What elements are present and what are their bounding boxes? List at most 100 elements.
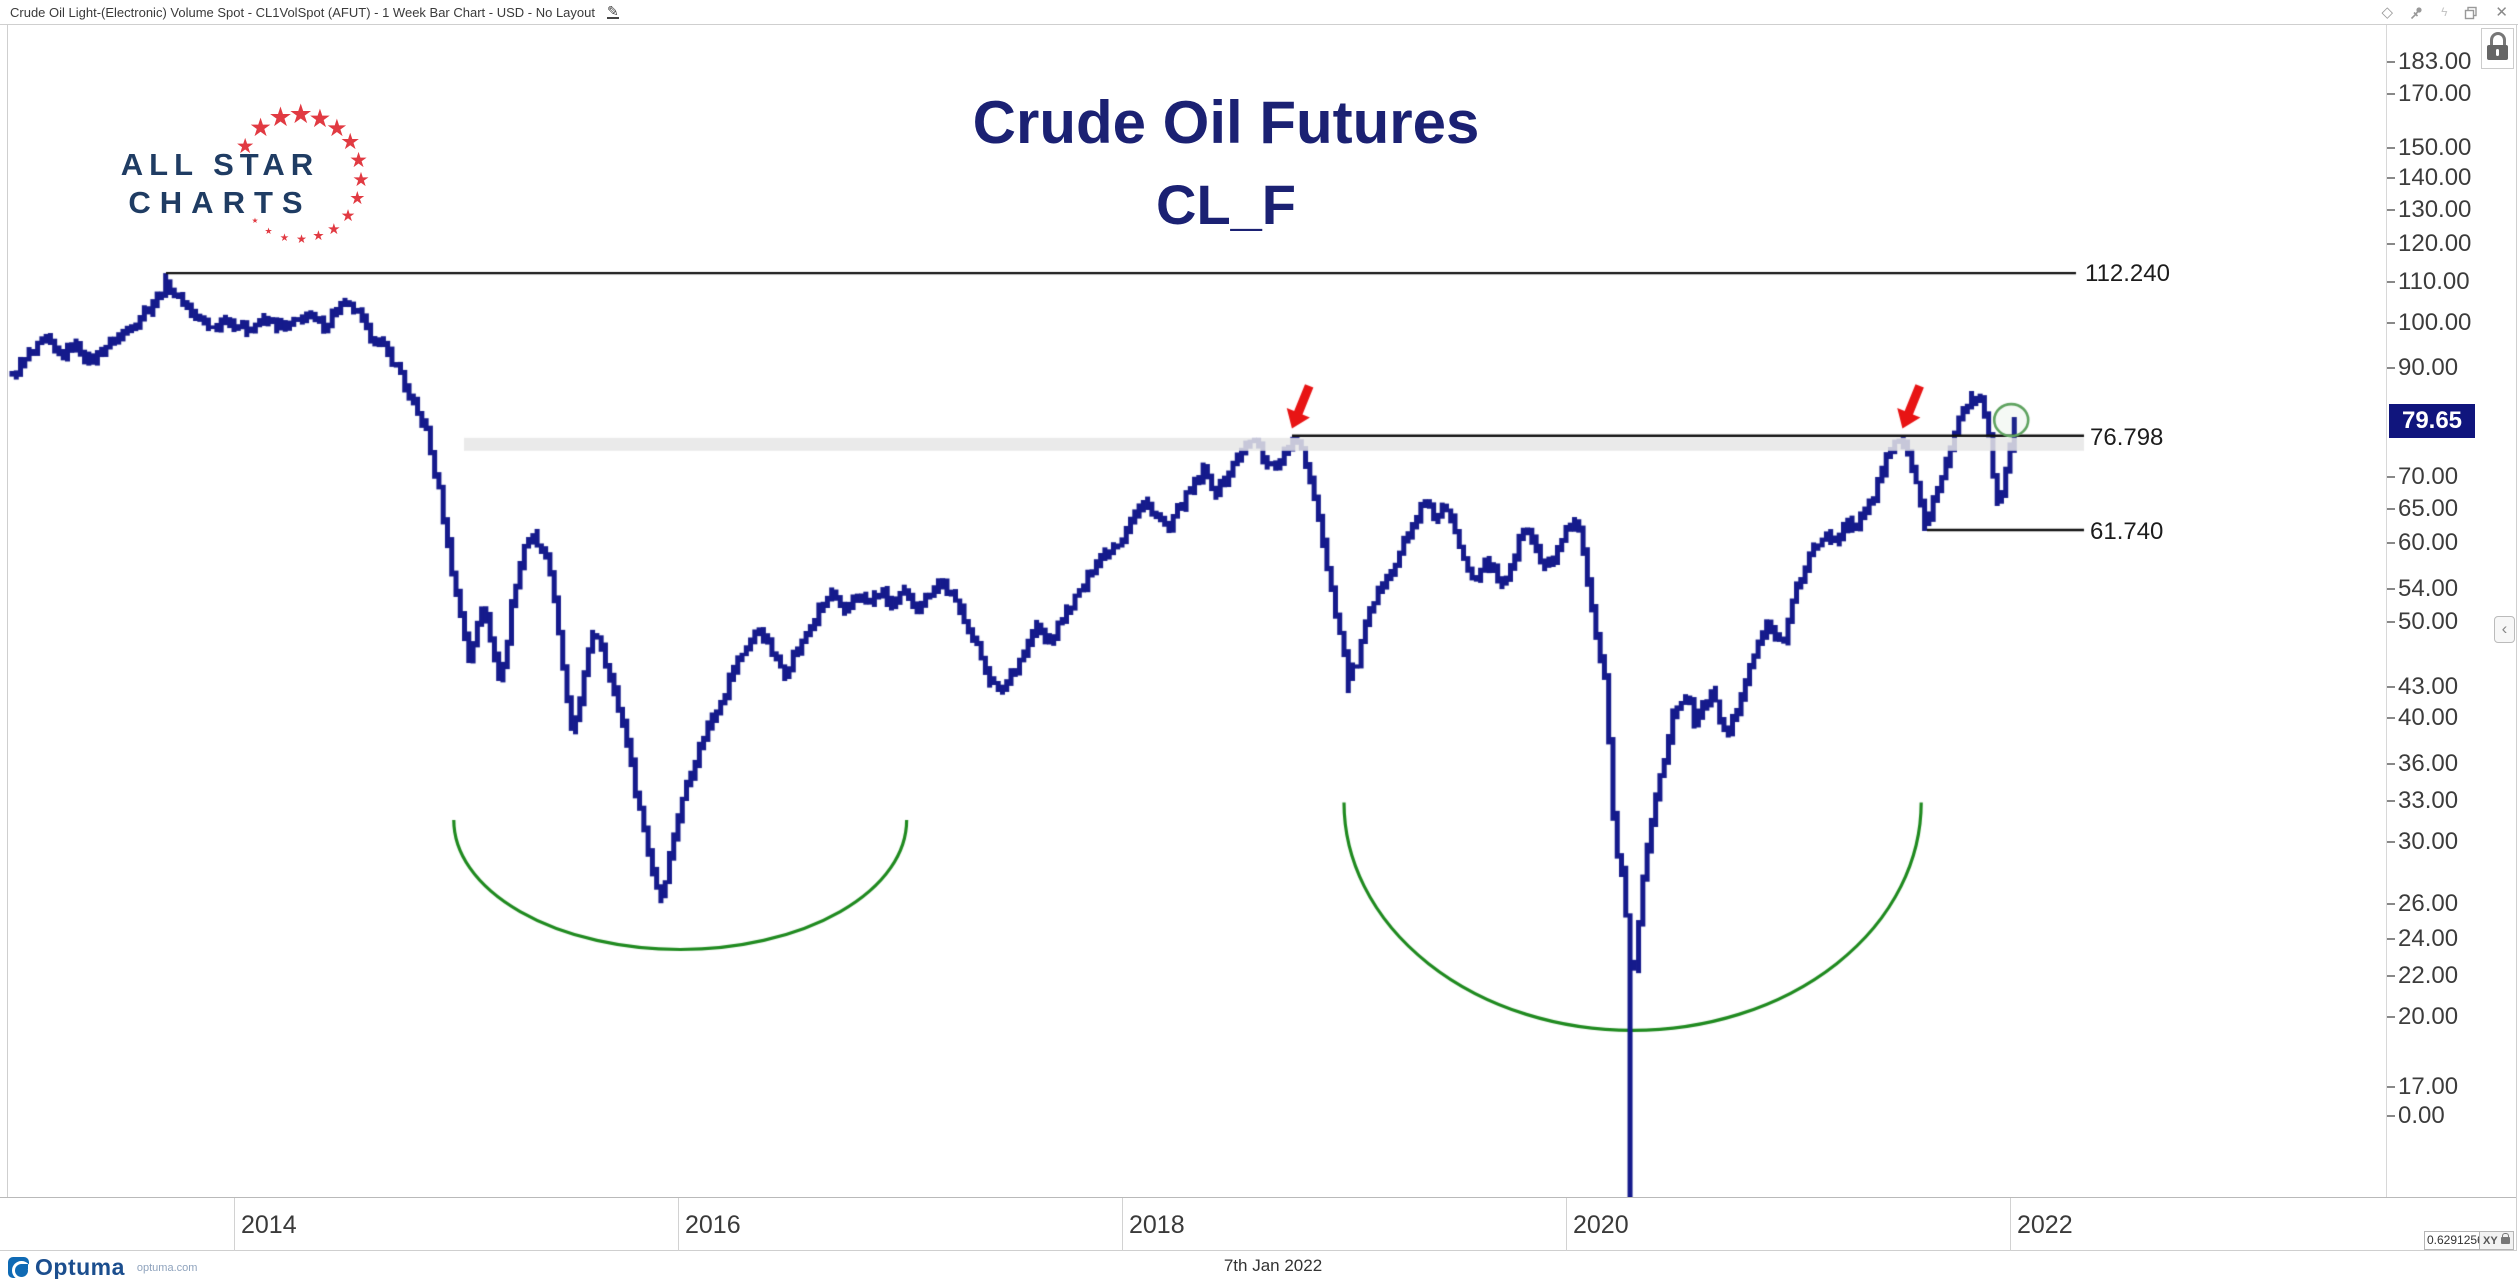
logo-star-icon: ★	[235, 134, 255, 158]
level-label-112240[interactable]: 112.240	[2085, 260, 2170, 288]
tick-dash	[2387, 321, 2395, 324]
price-tick-65.00: 65.00	[2387, 495, 2458, 522]
price-tick-33.00: 33.00	[2387, 787, 2458, 814]
logo-star-icon: ★	[288, 98, 313, 129]
year-label-2020: 2020	[1573, 1211, 1629, 1239]
tick-dash	[2387, 542, 2395, 545]
tick-dash	[2387, 937, 2395, 940]
logo-star-icon: ★	[352, 168, 370, 191]
logo-star-icon: ★	[340, 206, 356, 225]
tick-dash	[2387, 686, 2395, 689]
axis-lock-button[interactable]	[2481, 28, 2514, 69]
logo-star-icon: ★	[279, 231, 290, 244]
logo-star-icon: ★	[340, 129, 361, 155]
price-tick-54.00: 54.00	[2387, 575, 2458, 602]
chart-date: 7th Jan 2022	[1223, 1256, 1323, 1275]
tick-dash	[2387, 1086, 2395, 1089]
year-separator	[2010, 1198, 2011, 1251]
tick-dash	[2387, 507, 2395, 510]
optuma-site-url: optuma.com	[136, 1261, 198, 1274]
optuma-brand-name: Optuma	[35, 1254, 125, 1279]
logo-text-line2: CHARTS	[128, 185, 312, 220]
price-tick-130.00: 130.00	[2387, 196, 2471, 223]
price-tick-24.00: 24.00	[2387, 925, 2458, 952]
price-tick-43.00: 43.00	[2387, 673, 2458, 700]
tick-dash	[2387, 800, 2395, 803]
level-label-76798[interactable]: 76.798	[2090, 423, 2164, 451]
price-tick-100.00: 100.00	[2387, 309, 2471, 336]
year-separator	[678, 1198, 679, 1251]
window-titlebar: Crude Oil Light-(Electronic) Volume Spot…	[0, 0, 2518, 25]
price-tick-17.00: 17.00	[2387, 1073, 2458, 1100]
tick-dash	[2387, 717, 2395, 720]
price-tick-150.00: 150.00	[2387, 134, 2471, 161]
year-separator	[1122, 1198, 1123, 1251]
pin-icon[interactable]	[2410, 6, 2424, 20]
price-tick-36.00: 36.00	[2387, 750, 2458, 777]
optuma-logo[interactable]: Optuma optuma.com	[8, 1254, 197, 1279]
tick-dash	[2387, 93, 2395, 96]
logo-star-icon: ★	[264, 225, 273, 236]
logo-star-icon: ★	[308, 104, 332, 133]
price-axis[interactable]: 79.65 183.00 170.00 150.00 140.00 130.00 120.…	[2386, 25, 2516, 1197]
chart-title: Crude Oil Futures	[972, 89, 1480, 156]
tick-dash	[2387, 903, 2395, 906]
logo-text-line1: ALL STAR	[120, 147, 320, 182]
tick-dash	[2387, 762, 2395, 765]
level-label-61740[interactable]: 61.740	[2090, 517, 2164, 545]
window-right-border	[2516, 25, 2517, 1251]
price-tick-60.00: 60.00	[2387, 529, 2458, 556]
price-tick-26.00: 26.00	[2387, 890, 2458, 917]
xy-lock-icon	[2500, 1233, 2510, 1244]
flash-icon[interactable]: ϟ	[2441, 5, 2448, 19]
footer-bar: Optuma optuma.com 7th Jan 2022	[0, 1251, 2518, 1279]
price-tick-50.00: 50.00	[2387, 608, 2458, 635]
allstarcharts-logo: ALL STAR CHARTS	[100, 146, 340, 222]
window-controls: ◇ ϟ ✕	[2382, 0, 2508, 25]
axis-collapse-button[interactable]: ‹	[2494, 616, 2515, 643]
edit-title-icon[interactable]: ✎	[606, 3, 619, 19]
price-chart-canvas[interactable]	[7, 25, 2386, 1197]
logo-star-icon: ★	[251, 216, 259, 226]
restore-window-icon[interactable]	[2464, 6, 2478, 20]
tick-dash	[2387, 243, 2395, 246]
logo-star-icon: ★	[327, 220, 341, 238]
year-label-2014: 2014	[241, 1211, 297, 1239]
tick-dash	[2387, 61, 2395, 64]
tick-dash	[2387, 475, 2395, 478]
year-label-2016: 2016	[685, 1211, 741, 1239]
axis-xy-toggle[interactable]: XY	[2480, 1231, 2514, 1250]
logo-star-icon: ★	[312, 228, 325, 244]
logo-star-icon: ★	[326, 114, 348, 142]
time-axis[interactable]: 2014 2016 2018 2020 2022	[0, 1197, 2516, 1251]
logo-star-icon: ★	[349, 187, 366, 208]
tick-dash	[2387, 208, 2395, 211]
current-price-badge: 79.65	[2389, 404, 2475, 439]
price-tick-22.00: 22.00	[2387, 962, 2458, 989]
axis-status-box: 0.6291256 XY	[2424, 1231, 2514, 1250]
link-diamond-icon[interactable]: ◇	[2381, 4, 2394, 21]
year-label-2018: 2018	[1129, 1211, 1185, 1239]
tick-dash	[2387, 1016, 2395, 1019]
close-window-icon[interactable]: ✕	[2495, 4, 2508, 21]
tick-dash	[2387, 147, 2395, 149]
tick-dash	[2387, 1115, 2395, 1117]
year-label-2022: 2022	[2017, 1211, 2073, 1239]
tick-dash	[2387, 367, 2395, 370]
price-tick-170.00: 170.00	[2387, 80, 2471, 107]
price-tick-120.00: 120.00	[2387, 230, 2471, 257]
price-tick-30.00: 30.00	[2387, 828, 2458, 855]
price-tick-110.00: 110.00	[2387, 268, 2470, 295]
tick-dash	[2387, 620, 2395, 623]
price-tick-140.00: 140.00	[2387, 164, 2471, 191]
tick-dash	[2387, 975, 2395, 978]
price-tick-90.00: 90.00	[2387, 354, 2458, 381]
lock-icon	[2489, 32, 2506, 47]
tick-dash	[2387, 176, 2395, 179]
price-tick-183.00: 183.00	[2387, 48, 2471, 75]
axis-ratio-value: 0.6291256	[2424, 1231, 2480, 1250]
window-title: Crude Oil Light-(Electronic) Volume Spot…	[10, 4, 595, 20]
price-tick-40.00: 40.00	[2387, 704, 2458, 731]
tick-dash	[2387, 280, 2395, 283]
